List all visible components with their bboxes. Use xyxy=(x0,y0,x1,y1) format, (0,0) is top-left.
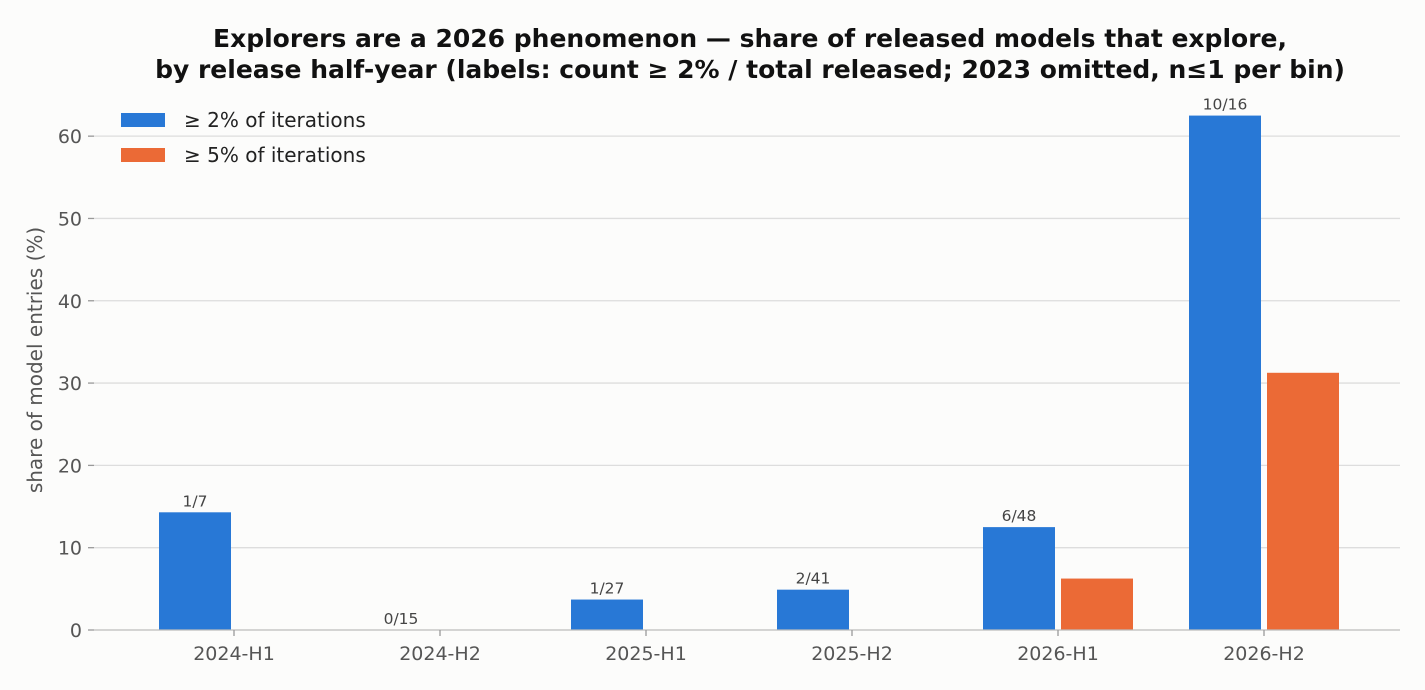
y-tick-label-50: 50 xyxy=(58,208,82,230)
y-tick-label-60: 60 xyxy=(58,126,82,148)
chart-title-line-2: by release half-year (labels: count ≥ 2%… xyxy=(155,55,1345,84)
x-tick-label-2026-H1: 2026-H1 xyxy=(1017,643,1099,665)
x-tick-label-2024-H1: 2024-H1 xyxy=(193,643,275,665)
legend-label-series-2: ≥ 5% of iterations xyxy=(184,143,366,167)
x-tick-label-2024-H2: 2024-H2 xyxy=(399,643,481,665)
bar-series-2-2026-H2 xyxy=(1267,372,1339,630)
bar-series-1-2026-H1 xyxy=(983,527,1055,630)
chart-title-line-1: Explorers are a 2026 phenomenon — share … xyxy=(213,24,1287,53)
data-label-2025-H2: 2/41 xyxy=(796,570,831,588)
bar-series-1-2025-H1 xyxy=(571,599,643,630)
x-tick-label-2025-H2: 2025-H2 xyxy=(811,643,893,665)
bar-series-1-2025-H2 xyxy=(777,589,849,630)
bars: 1/7 0/15 1/27 2/41 6/48 10/16 xyxy=(159,96,1339,631)
legend: ≥ 2% of iterations ≥ 5% of iterations xyxy=(121,108,366,167)
y-tick-label-40: 40 xyxy=(58,291,82,313)
data-label-2025-H1: 1/27 xyxy=(590,580,625,598)
y-tick-label-30: 30 xyxy=(58,373,82,395)
legend-label-series-1: ≥ 2% of iterations xyxy=(184,108,366,132)
data-label-2024-H2: 0/15 xyxy=(384,610,419,628)
axes: 0 10 20 30 40 50 60 2024-H1 2024-H2 2025-H1 2025-H… xyxy=(58,126,1400,665)
legend-swatch-series-2 xyxy=(121,148,165,162)
data-label-2026-H2: 10/16 xyxy=(1203,96,1248,114)
x-tick-label-2026-H2: 2026-H2 xyxy=(1223,643,1305,665)
data-label-2026-H1: 6/48 xyxy=(1002,507,1037,525)
x-tick-label-2025-H1: 2025-H1 xyxy=(605,643,687,665)
bar-series-1-2024-H1 xyxy=(159,512,231,630)
data-label-2024-H1: 1/7 xyxy=(183,492,208,510)
legend-swatch-series-1 xyxy=(121,113,165,127)
y-tick-label-10: 10 xyxy=(58,538,82,560)
y-tick-label-20: 20 xyxy=(58,455,82,477)
y-tick-label-0: 0 xyxy=(70,620,82,642)
gridlines xyxy=(94,135,1400,549)
y-axis-label: share of model entries (%) xyxy=(23,227,47,493)
bar-series-2-2026-H1 xyxy=(1061,578,1133,630)
bar-series-1-2026-H2 xyxy=(1189,115,1261,631)
